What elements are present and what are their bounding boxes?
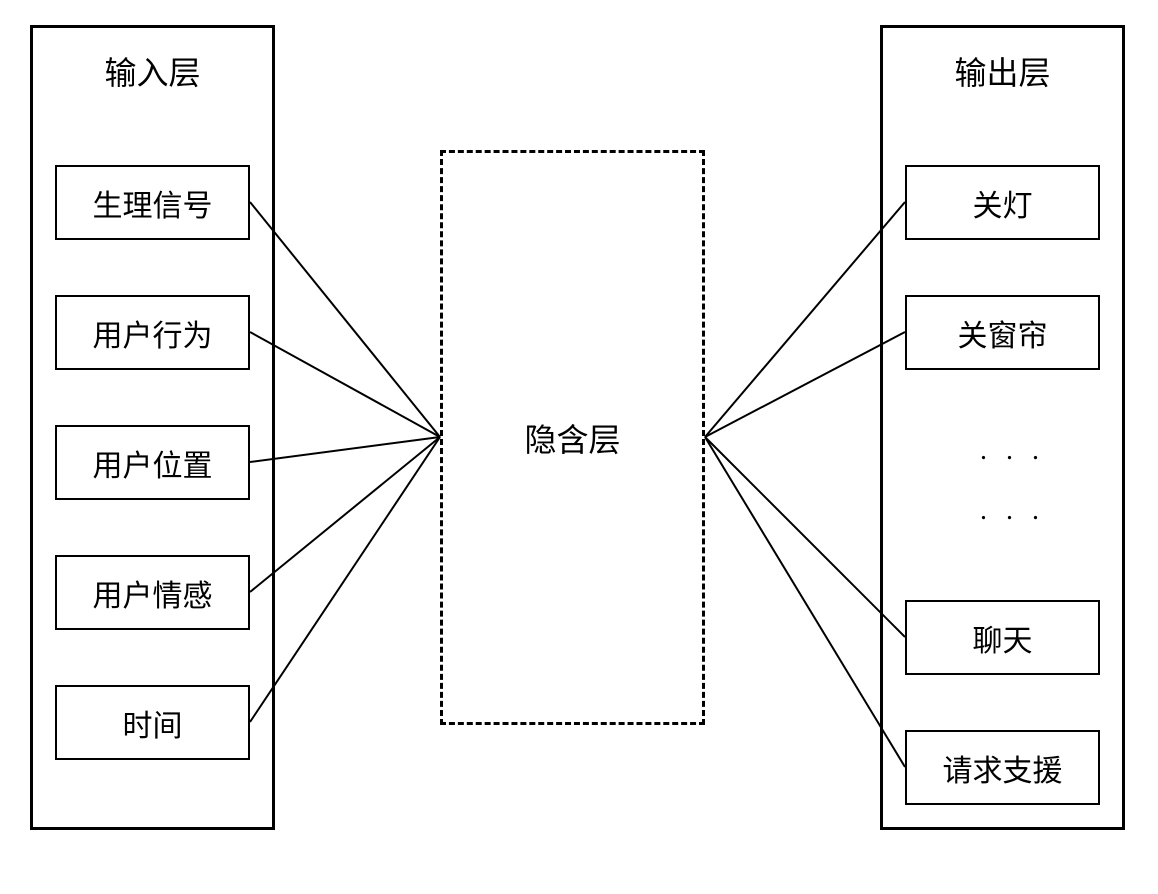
input-node-time: 时间 [55, 685, 250, 760]
ellipsis-icon: . . . [980, 495, 1045, 527]
output-node-label: 请求支援 [943, 746, 1063, 790]
output-node-chat: 聊天 [905, 600, 1100, 675]
output-node-light-off: 关灯 [905, 165, 1100, 240]
input-node-label: 生理信号 [93, 181, 213, 225]
output-node-label: 聊天 [973, 616, 1033, 660]
hidden-layer-container: 隐含层 [440, 150, 705, 725]
input-node-physiological: 生理信号 [55, 165, 250, 240]
input-node-label: 用户情感 [93, 571, 213, 615]
input-node-emotion: 用户情感 [55, 555, 250, 630]
input-node-label: 用户位置 [93, 441, 213, 485]
output-node-curtain-close: 关窗帘 [905, 295, 1100, 370]
output-node-label: 关窗帘 [958, 311, 1048, 355]
ellipsis-icon: . . . [980, 435, 1045, 467]
output-layer-container: 输出层 [880, 25, 1125, 830]
hidden-layer-label: 隐含层 [524, 415, 620, 461]
input-node-label: 时间 [123, 701, 183, 745]
input-node-behavior: 用户行为 [55, 295, 250, 370]
input-node-label: 用户行为 [93, 311, 213, 355]
output-node-label: 关灯 [973, 181, 1033, 225]
output-node-request-support: 请求支援 [905, 730, 1100, 805]
input-layer-title: 输入层 [33, 28, 272, 114]
input-node-location: 用户位置 [55, 425, 250, 500]
output-layer-title: 输出层 [883, 28, 1122, 114]
